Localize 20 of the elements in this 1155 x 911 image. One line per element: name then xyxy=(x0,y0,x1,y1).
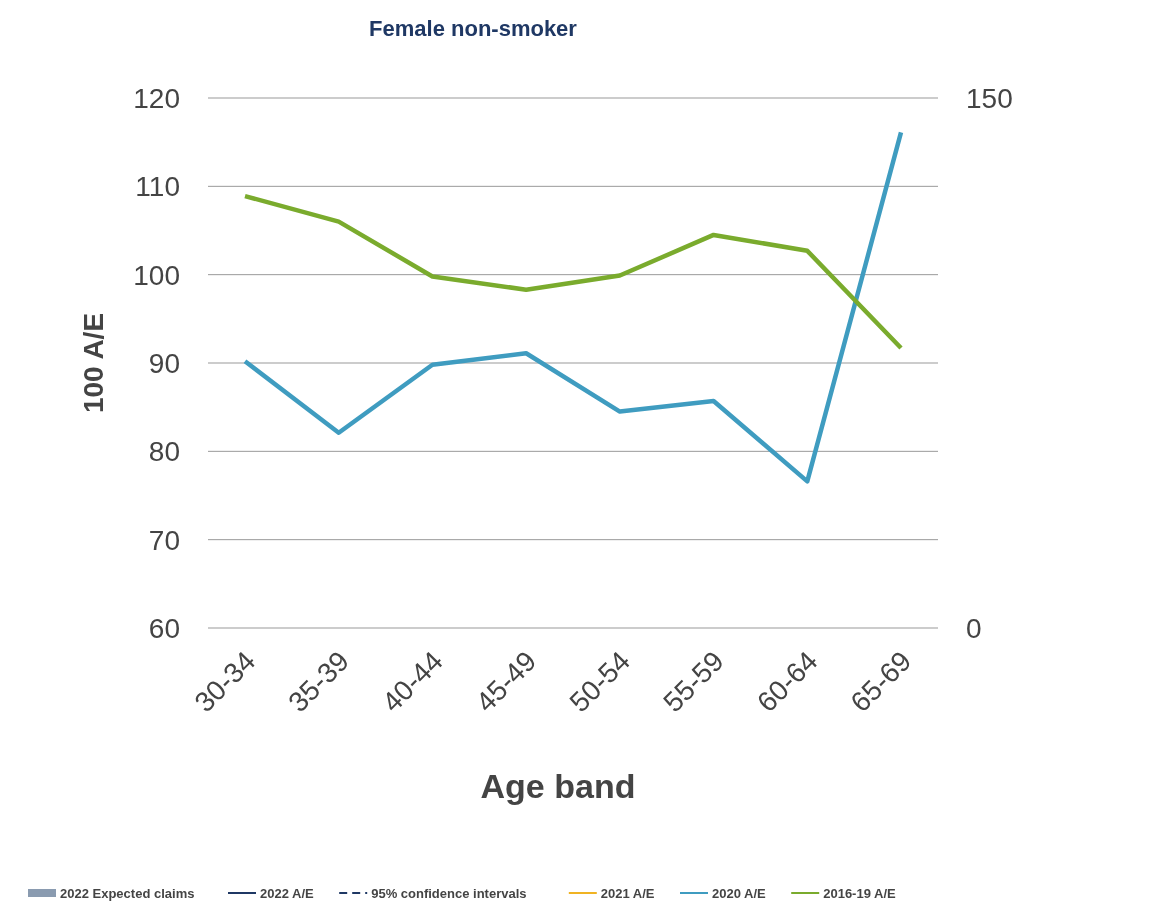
y-tick-label: 70 xyxy=(148,524,180,556)
y-tick-label: 120 xyxy=(133,83,180,114)
y2-tick-label: 150 xyxy=(966,83,1013,114)
legend-label: 2020 A/E xyxy=(712,886,767,901)
legend-label: 95% confidence intervals xyxy=(371,886,527,901)
y-tick-label: 80 xyxy=(148,436,180,468)
y-tick-label: 110 xyxy=(135,171,180,203)
line-series xyxy=(242,130,904,484)
line-series xyxy=(242,193,904,351)
x-axis-title: Age band xyxy=(480,767,636,805)
y-tick-label: 100 xyxy=(133,259,180,291)
legend-label: 2021 A/E xyxy=(600,886,655,901)
legend-label: 2022 A/E xyxy=(260,886,315,901)
y-tick-label: 60 xyxy=(148,613,180,644)
y2-tick-label: 0 xyxy=(966,613,982,644)
legend-label: 2016-19 A/E xyxy=(823,886,897,901)
y-tick-label: 90 xyxy=(148,348,180,379)
chart-title: Female non-smoker xyxy=(369,16,578,41)
y-axis-title: 100 A/E xyxy=(78,312,109,414)
legend-label: 2022 Expected claims xyxy=(60,886,195,901)
